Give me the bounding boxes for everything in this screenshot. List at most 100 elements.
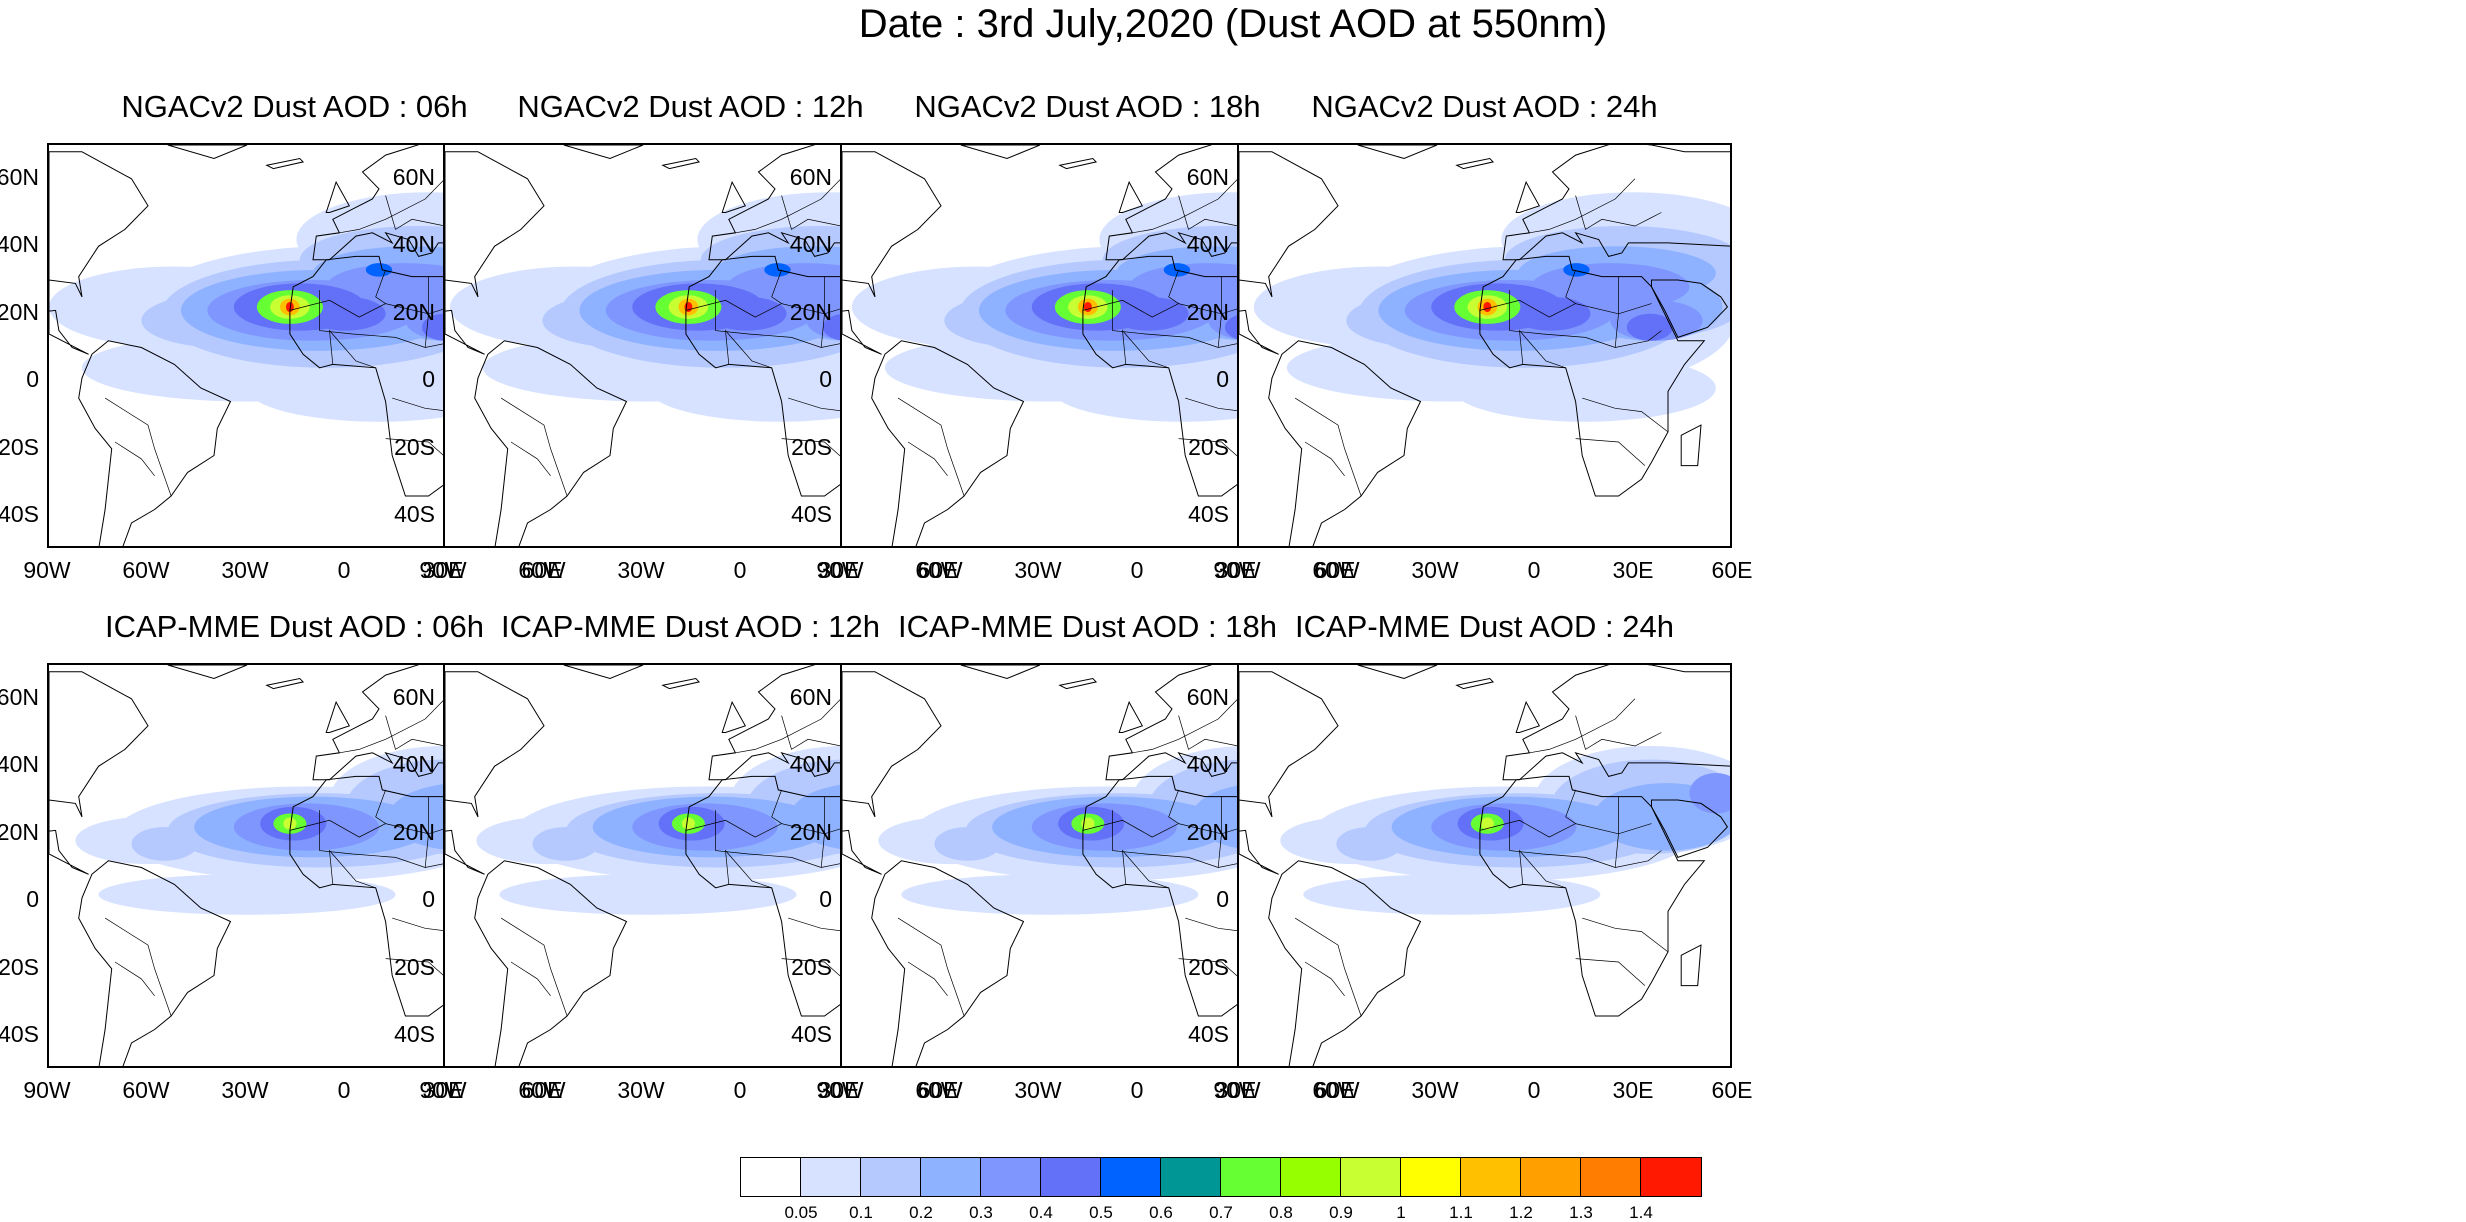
coastline-0 (1239, 671, 1339, 875)
border-2 (1122, 329, 1169, 369)
aod-contour-0-4 (1451, 354, 1716, 422)
aod-contour-9-0 (365, 263, 393, 277)
lon-label: 60E (1711, 557, 1753, 583)
coastline-6 (721, 700, 747, 733)
colorbar-label: 1.2 (1509, 1203, 1533, 1222)
lon-label: 90W (419, 1077, 467, 1103)
colorbar-swatch (1101, 1158, 1161, 1196)
colorbar-label: 0.5 (1089, 1203, 1113, 1222)
colorbar-label: 0.9 (1329, 1203, 1353, 1222)
aod-contour-8-0 (1083, 301, 1092, 313)
border-6 (1575, 438, 1646, 466)
panel-title: ICAP-MME Dust AOD : 18h (898, 609, 1277, 644)
lon-label: 90W (1213, 1077, 1261, 1103)
border-3 (1217, 276, 1222, 348)
coastline-1 (1268, 860, 1422, 1066)
border-2 (329, 329, 376, 369)
border-0 (289, 299, 462, 318)
coastline-0 (49, 151, 149, 355)
border-7 (500, 397, 568, 497)
border-10 (1132, 698, 1239, 754)
colorbar-label: 0.1 (849, 1203, 873, 1222)
lon-label: 60W (518, 1077, 566, 1103)
lat-label: 40S (1188, 1021, 1229, 1048)
border-2 (725, 329, 772, 369)
border-8 (114, 961, 155, 997)
lon-label: 60E (917, 557, 959, 583)
lat-label: 40S (791, 1021, 832, 1048)
lon-label: 60W (1312, 557, 1360, 583)
border-4 (1168, 269, 1179, 304)
coastline-0 (842, 671, 942, 875)
lat-label: 0 (1216, 366, 1229, 393)
lon-label: 30W (1014, 1077, 1062, 1103)
coastline-5 (661, 677, 701, 690)
colorbar-swatch (1161, 1158, 1221, 1196)
lon-label: 30W (1014, 557, 1062, 583)
map-panel-ngacv2 (1237, 143, 1732, 548)
border-8 (114, 441, 155, 477)
lon-label: 60E (1314, 557, 1356, 583)
border-10 (1529, 178, 1636, 234)
lat-label: 60N (789, 163, 832, 190)
lat-label: 20N (1186, 818, 1229, 845)
border-10 (339, 178, 446, 234)
lat-label: 0 (26, 886, 39, 913)
lon-label: 30E (1612, 557, 1654, 583)
coastline-3 (1105, 145, 1333, 261)
lat-label: 20N (392, 818, 435, 845)
coastline-4 (1651, 799, 1729, 859)
lat-label: 40N (1186, 751, 1229, 778)
lon-label: 0 (1527, 557, 1541, 583)
coastline-5 (265, 677, 305, 690)
lat-label: 20N (0, 818, 39, 845)
colorbar-label: 0.05 (784, 1203, 818, 1222)
border-3 (1614, 276, 1619, 348)
lon-label: 60W (122, 1077, 170, 1103)
map-canvas (1239, 145, 1730, 546)
coastline-0 (445, 151, 545, 355)
border-8 (1304, 441, 1345, 477)
panel-title: ICAP-MME Dust AOD : 24h (1295, 609, 1674, 644)
lon-label: 30W (221, 1077, 269, 1103)
lat-label: 40S (0, 501, 39, 528)
colorbar-swatch (1341, 1158, 1401, 1196)
colorbar-label: 1.3 (1569, 1203, 1593, 1222)
border-2 (1519, 329, 1566, 369)
lat-label: 60N (392, 683, 435, 710)
coastline-3 (1502, 665, 1730, 781)
coastline-1 (474, 860, 628, 1066)
lon-label: 0 (733, 557, 747, 583)
colorbar-label: 0.6 (1149, 1203, 1173, 1222)
border-8 (1304, 961, 1345, 997)
coastline-3 (1105, 665, 1333, 781)
border-1 (1509, 290, 1662, 348)
lon-label: 30E (818, 557, 860, 583)
panel-title: NGACv2 Dust AOD : 12h (517, 89, 864, 124)
coastline-1 (871, 340, 1025, 546)
border-9 (1575, 715, 1662, 750)
map-panel-icap-mme (1237, 663, 1732, 1068)
border-3 (1217, 796, 1222, 868)
coastline-5 (265, 157, 305, 170)
colorbar-swatch (981, 1158, 1041, 1196)
border-3 (820, 796, 825, 868)
border-7 (500, 917, 568, 1017)
coastline-3 (312, 665, 540, 781)
lat-label: 60N (0, 163, 39, 190)
border-7 (1294, 397, 1362, 497)
aod-contour-1-2 (1336, 827, 1403, 861)
coastline-0 (1239, 151, 1339, 355)
lat-label: 20S (791, 953, 832, 980)
border-8 (907, 441, 948, 477)
lon-label: 30W (617, 1077, 665, 1103)
coastline-5 (1455, 677, 1495, 690)
border-3 (424, 276, 429, 348)
border-0 (685, 299, 858, 318)
coastline-6 (1118, 180, 1144, 213)
lon-label: 60W (915, 1077, 963, 1103)
colorbar-swatch (741, 1158, 801, 1196)
lat-label: 0 (819, 366, 832, 393)
aod-contour-0-3 (499, 874, 797, 915)
colorbar-label: 0.7 (1209, 1203, 1233, 1222)
